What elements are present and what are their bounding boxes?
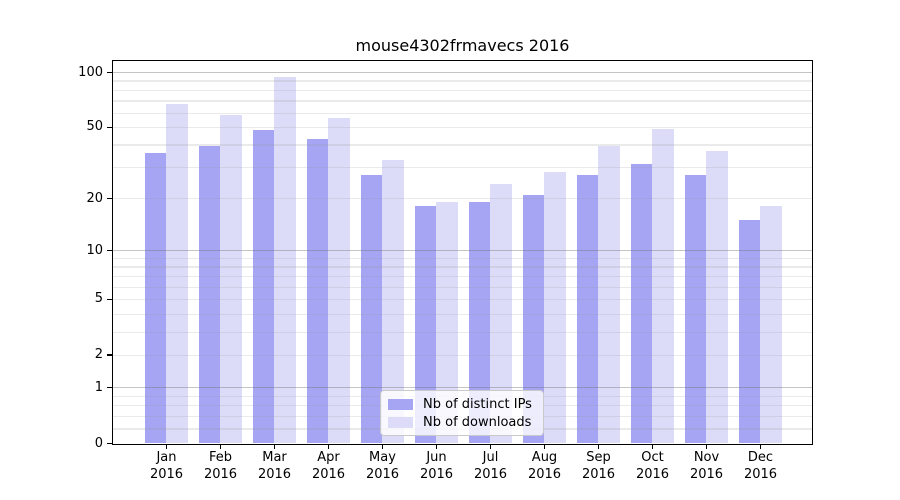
x-tick	[435, 443, 438, 449]
x-tick-month: May	[369, 450, 396, 465]
y-tick	[107, 354, 112, 356]
x-tick-month: Jul	[482, 450, 499, 465]
x-tick-year: 2016	[365, 467, 400, 482]
x-tick-label: Apr 2016	[299, 449, 359, 483]
y-tick	[107, 198, 112, 200]
x-tick-year: 2016	[203, 467, 238, 482]
y-tick	[107, 126, 112, 129]
bar-ips-apr	[306, 138, 328, 443]
bar-ips-may	[360, 175, 382, 443]
x-tick	[651, 443, 654, 449]
bar-downloads-feb	[220, 115, 242, 443]
x-tick-year: 2016	[689, 467, 724, 482]
bar-ips-aug	[522, 194, 544, 443]
bar-downloads-sep	[598, 146, 620, 443]
x-tick-year: 2016	[149, 467, 184, 482]
x-tick-month: Dec	[747, 450, 774, 465]
bar-ips-sep	[576, 175, 598, 443]
y-tick	[107, 442, 112, 445]
x-tick-month: Sep	[586, 450, 611, 465]
x-tick	[597, 443, 600, 449]
x-tick-year: 2016	[743, 467, 778, 482]
x-tick-label: May 2016	[353, 449, 413, 483]
x-tick-year: 2016	[635, 467, 670, 482]
bar-downloads-aug	[544, 172, 566, 443]
x-tick-label: Sep 2016	[569, 449, 629, 483]
bar-ips-jan	[144, 152, 166, 443]
x-tick-year: 2016	[473, 467, 508, 482]
bar-ips-dec	[738, 220, 760, 443]
x-tick	[489, 443, 492, 449]
x-tick-label: Aug 2016	[515, 449, 575, 483]
x-tick-month: Mar	[262, 450, 287, 465]
x-tick-month: Jun	[426, 450, 447, 465]
x-tick	[381, 443, 384, 449]
x-tick-label: Mar 2016	[245, 449, 305, 483]
x-tick-label: Nov 2016	[677, 449, 737, 483]
x-tick	[327, 443, 330, 449]
x-tick-year: 2016	[527, 467, 562, 482]
bar-ips-nov	[684, 175, 706, 443]
y-tick-label: 50	[86, 119, 103, 135]
bar-downloads-oct	[652, 128, 674, 443]
y-tick	[107, 387, 112, 389]
x-tick-label: Jul 2016	[461, 449, 521, 483]
y-tick-label: 10	[86, 242, 103, 258]
chart-title: mouse4302frmavecs 2016	[355, 36, 570, 55]
x-tick-year: 2016	[581, 467, 616, 482]
y-tick-label: 2	[94, 347, 103, 363]
bar-ips-feb	[198, 146, 220, 443]
bars-layer	[113, 61, 812, 444]
legend-label: Nb of downloads	[423, 414, 532, 430]
legend-swatch	[388, 399, 413, 411]
x-tick-month: Feb	[208, 450, 233, 465]
bar-ips-jun	[414, 206, 436, 443]
x-tick-month: Oct	[641, 450, 664, 465]
x-tick-year: 2016	[257, 467, 292, 482]
x-tick-label: Oct 2016	[623, 449, 683, 483]
bar-downloads-dec	[760, 206, 782, 443]
bar-ips-oct	[630, 164, 652, 443]
x-tick-month: Aug	[531, 450, 558, 465]
x-tick	[705, 443, 708, 449]
y-tick-label: 100	[78, 64, 103, 80]
x-tick	[165, 443, 168, 449]
y-tick	[107, 250, 112, 252]
x-tick	[219, 443, 222, 449]
x-tick-month: Apr	[317, 450, 340, 465]
y-tick	[107, 71, 112, 74]
bar-ips-jul	[468, 202, 490, 443]
y-tick-label: 20	[86, 190, 103, 206]
legend-swatch	[388, 416, 413, 428]
y-tick	[107, 298, 112, 301]
legend: Nb of distinct IPs Nb of downloads	[380, 390, 544, 436]
y-tick-label: 1	[94, 379, 103, 395]
x-tick-label: Jun 2016	[407, 449, 467, 483]
x-tick-month: Nov	[693, 450, 720, 465]
bar-downloads-may	[382, 159, 404, 443]
x-tick-year: 2016	[419, 467, 454, 482]
bar-ips-mar	[252, 130, 274, 443]
legend-item-downloads: Nb of downloads	[388, 414, 537, 431]
x-tick-label: Dec 2016	[731, 449, 791, 483]
x-tick-month: Jan	[156, 450, 177, 465]
plot-area	[112, 60, 813, 445]
x-tick	[543, 443, 546, 449]
bar-downloads-apr	[328, 117, 350, 443]
bar-downloads-nov	[706, 150, 728, 443]
x-tick-label: Jan 2016	[137, 449, 197, 483]
x-tick-year: 2016	[311, 467, 346, 482]
legend-label: Nb of distinct IPs	[423, 397, 532, 413]
bar-downloads-jun	[436, 202, 458, 443]
bar-downloads-jan	[166, 103, 188, 443]
legend-item-distinct-ips: Nb of distinct IPs	[388, 396, 537, 413]
bar-downloads-jul	[490, 184, 512, 443]
x-tick-label: Feb 2016	[191, 449, 251, 483]
bar-downloads-mar	[274, 76, 296, 443]
y-tick-label: 0	[94, 435, 103, 451]
y-tick-label: 5	[94, 291, 103, 307]
x-tick	[759, 443, 762, 449]
x-tick	[273, 443, 276, 449]
